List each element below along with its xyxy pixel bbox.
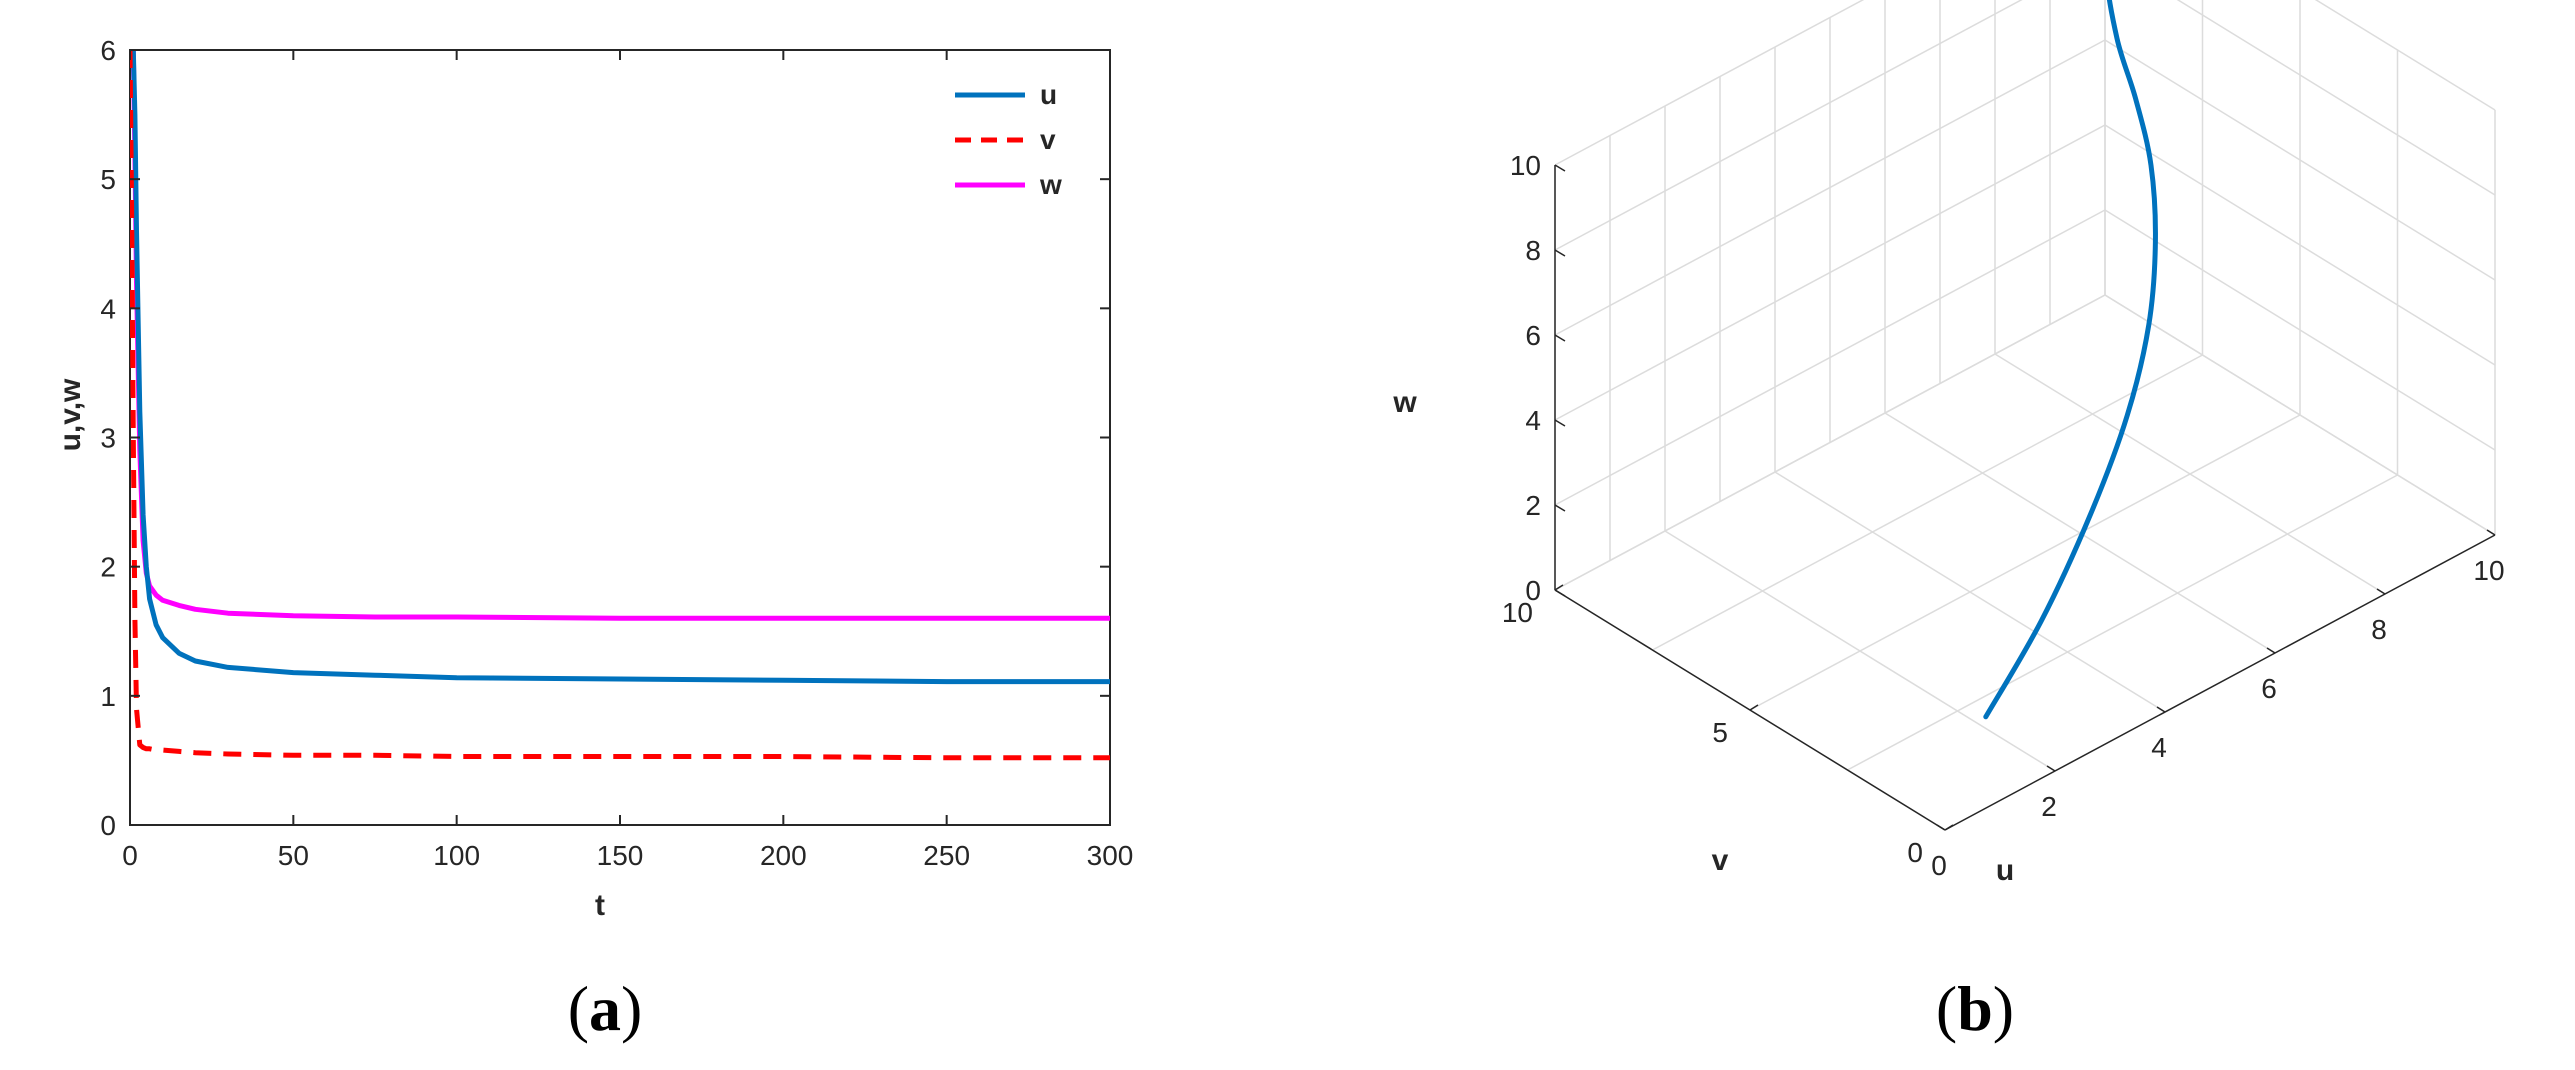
x-tick-label: 50 <box>278 840 309 871</box>
panel-caption-a: (a) <box>568 973 643 1044</box>
z-tick-mark <box>1554 589 1566 597</box>
z-tick-label: 0 <box>1525 575 1541 606</box>
x-tick-mark <box>2266 647 2276 654</box>
y-tick-label: 5 <box>100 164 116 195</box>
grid-line <box>1774 471 2166 713</box>
grid-line <box>1847 474 2398 771</box>
x-tick-label: 300 <box>1087 840 1134 871</box>
x-tick-mark <box>2376 588 2386 595</box>
grid-line <box>1884 412 2276 654</box>
y-tick-mark <box>1944 824 1954 831</box>
y-axis-label: u,v,w <box>54 378 87 451</box>
grid-line <box>1554 0 1865 166</box>
x-tick-label: 200 <box>760 840 807 871</box>
grid-line <box>2104 294 2496 536</box>
trajectory-curve <box>1983 0 2158 720</box>
grid-line <box>1554 294 2106 591</box>
x-tick-label: 10 <box>2473 555 2504 586</box>
y-tick-label: 6 <box>100 35 116 66</box>
x-tick-label: 250 <box>923 840 970 871</box>
plot-frame <box>129 49 1111 826</box>
grid-line <box>2176 0 2496 196</box>
x-tick-mark <box>1936 824 1946 831</box>
y-tick-mark <box>1554 584 1564 591</box>
legend-label-v: v <box>1040 124 1056 155</box>
y-tick-label: 10 <box>1502 597 1533 628</box>
z-tick-mark <box>1554 419 1566 427</box>
z-axis-label: w <box>1392 386 1417 419</box>
legend-label-w: w <box>1039 169 1062 200</box>
grid-line <box>2314 0 2496 111</box>
z-tick-mark <box>1554 164 1566 172</box>
z-tick-label: 4 <box>1525 405 1541 436</box>
panel-caption-b: (b) <box>1936 973 2014 1044</box>
grid-line <box>1994 353 2386 595</box>
z-tick-label: 6 <box>1525 320 1541 351</box>
grid-line <box>1749 414 2301 711</box>
legend-label-u: u <box>1040 79 1057 110</box>
z-tick-label: 10 <box>1510 150 1541 181</box>
x-axis-line <box>1944 534 2496 831</box>
z-tick-label: 8 <box>1525 235 1541 266</box>
grid-line <box>2104 209 2496 451</box>
y-tick-label: 2 <box>100 552 116 583</box>
x-tick-label: 6 <box>2261 673 2277 704</box>
y-tick-label: 0 <box>100 810 116 841</box>
series-line-u <box>130 50 1110 685</box>
z-tick-mark <box>1554 334 1566 342</box>
x-tick-label: 8 <box>2371 614 2387 645</box>
x-tick-mark <box>2156 706 2166 713</box>
series-line-v <box>130 50 1110 761</box>
grid-line <box>1664 530 2056 772</box>
x-tick-label: 150 <box>597 840 644 871</box>
grid-line <box>1554 124 2106 421</box>
x-tick-label: 2 <box>2041 791 2057 822</box>
x-tick-label: 4 <box>2151 732 2167 763</box>
x-tick-label: 0 <box>1931 850 1947 881</box>
grid-line <box>1554 39 2106 336</box>
grid-line <box>1554 209 2106 506</box>
y-axis-label: v <box>1712 844 1729 877</box>
grid-line <box>1554 294 2106 591</box>
legend: uvw <box>955 79 1062 200</box>
y-tick-label: 3 <box>100 423 116 454</box>
y-axis-line <box>1554 589 1946 831</box>
y-tick-label: 5 <box>1712 717 1728 748</box>
grid-line <box>1554 0 2023 251</box>
chart-a: 0 50 100 150 200 250 300 0 1 2 3 4 5 6 t u,v,w uvw (a… <box>54 35 1134 1044</box>
grid-line <box>2104 294 2496 536</box>
y-tick-label: 4 <box>100 293 116 324</box>
z-tick-label: 2 <box>1525 490 1541 521</box>
grid-line <box>1652 354 2203 651</box>
grid-line <box>1554 589 1946 831</box>
grid-line <box>2104 124 2496 366</box>
y-tick-mark <box>1749 704 1759 711</box>
x-tick-mark <box>2046 765 2056 772</box>
grid-line <box>1944 534 2496 831</box>
x-tick-label: 100 <box>433 840 480 871</box>
z-tick-mark <box>1554 504 1566 512</box>
y-tick-label: 1 <box>100 681 116 712</box>
x-tick-mark <box>2486 529 2496 536</box>
z-tick-mark <box>1554 249 1566 257</box>
x-tick-label: 0 <box>122 840 138 871</box>
x-axis-label: u <box>1996 854 2014 887</box>
grid-line <box>2104 39 2496 281</box>
x-axis-label: t <box>595 889 605 922</box>
y-tick-label: 0 <box>1907 837 1923 868</box>
